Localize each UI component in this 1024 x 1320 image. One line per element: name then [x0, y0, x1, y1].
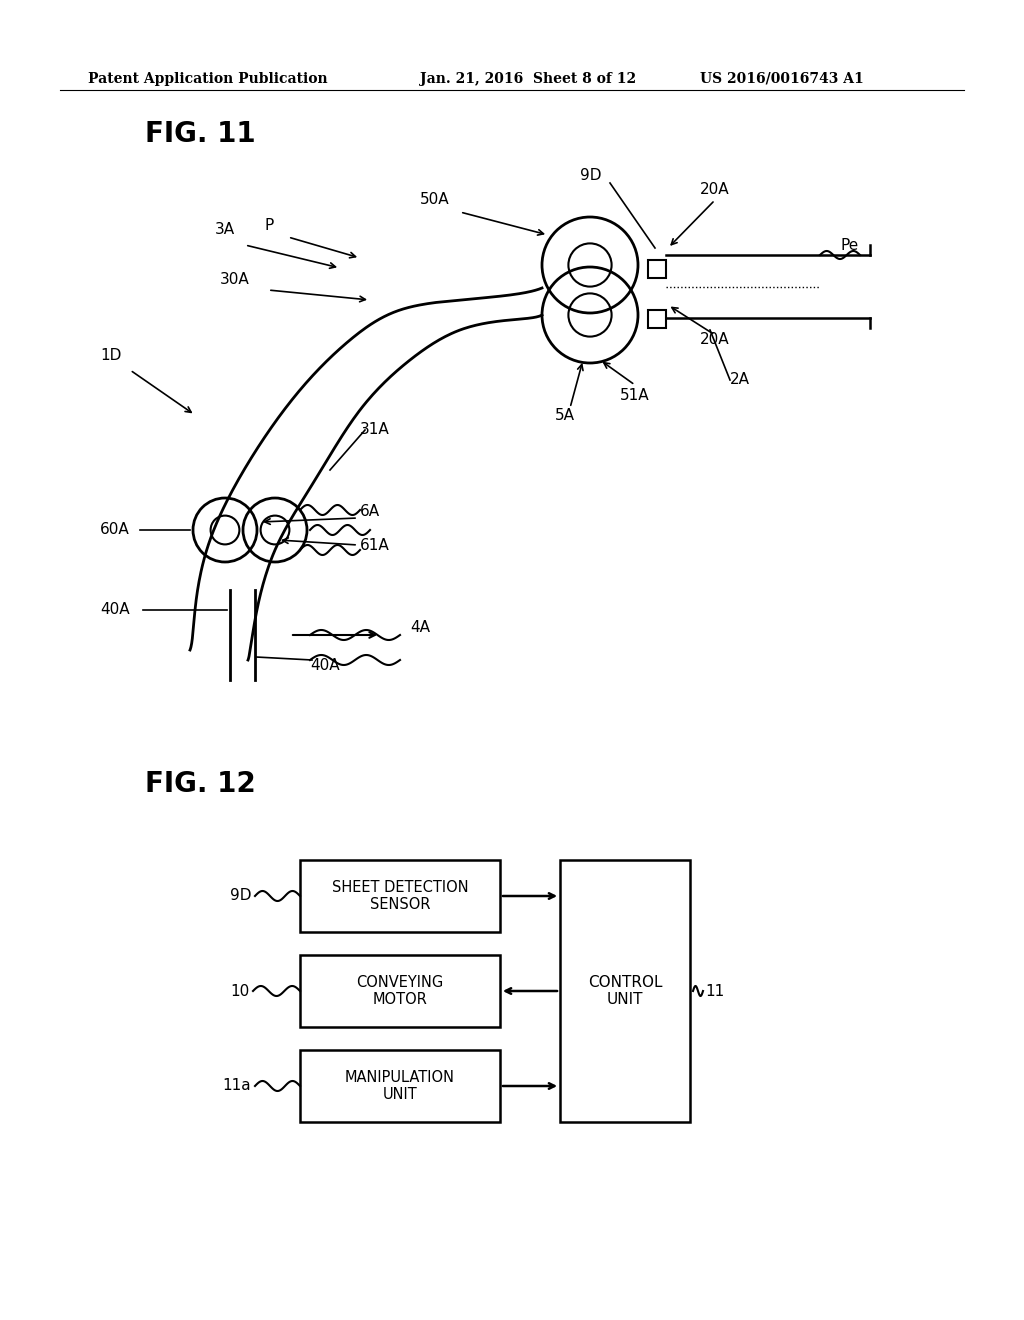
Text: FIG. 12: FIG. 12	[145, 770, 256, 799]
Text: 1D: 1D	[100, 347, 122, 363]
Text: CONTROL
UNIT: CONTROL UNIT	[588, 974, 663, 1007]
Text: Pe: Pe	[840, 238, 858, 252]
Bar	[648, 260, 666, 279]
Text: US 2016/0016743 A1: US 2016/0016743 A1	[700, 73, 864, 86]
Text: 4A: 4A	[410, 620, 430, 635]
Text: 3A: 3A	[215, 223, 236, 238]
Text: 31A: 31A	[360, 422, 390, 437]
Text: 30A: 30A	[220, 272, 250, 288]
Text: 11a: 11a	[222, 1078, 251, 1093]
Text: Patent Application Publication: Patent Application Publication	[88, 73, 328, 86]
Text: MANIPULATION
UNIT: MANIPULATION UNIT	[345, 1069, 455, 1102]
Text: 9D: 9D	[580, 168, 601, 182]
Bar	[648, 310, 666, 327]
Text: 40A: 40A	[100, 602, 130, 618]
Text: 5A: 5A	[555, 408, 575, 422]
Text: 20A: 20A	[700, 333, 730, 347]
Text: FIG. 11: FIG. 11	[145, 120, 256, 148]
Text: 9D: 9D	[230, 888, 252, 903]
Text: 61A: 61A	[360, 537, 390, 553]
Text: 2A: 2A	[730, 372, 750, 388]
Text: 11: 11	[705, 983, 724, 998]
Text: CONVEYING
MOTOR: CONVEYING MOTOR	[356, 974, 443, 1007]
Text: 50A: 50A	[420, 193, 450, 207]
Text: 51A: 51A	[620, 388, 649, 403]
Text: 40A: 40A	[310, 657, 340, 672]
Text: Jan. 21, 2016  Sheet 8 of 12: Jan. 21, 2016 Sheet 8 of 12	[420, 73, 636, 86]
Text: 10: 10	[230, 983, 249, 998]
Text: 6A: 6A	[360, 504, 380, 520]
Text: SHEET DETECTION
SENSOR: SHEET DETECTION SENSOR	[332, 880, 468, 912]
Text: 60A: 60A	[100, 523, 130, 537]
Text: 20A: 20A	[700, 182, 730, 198]
Text: P: P	[265, 218, 274, 232]
